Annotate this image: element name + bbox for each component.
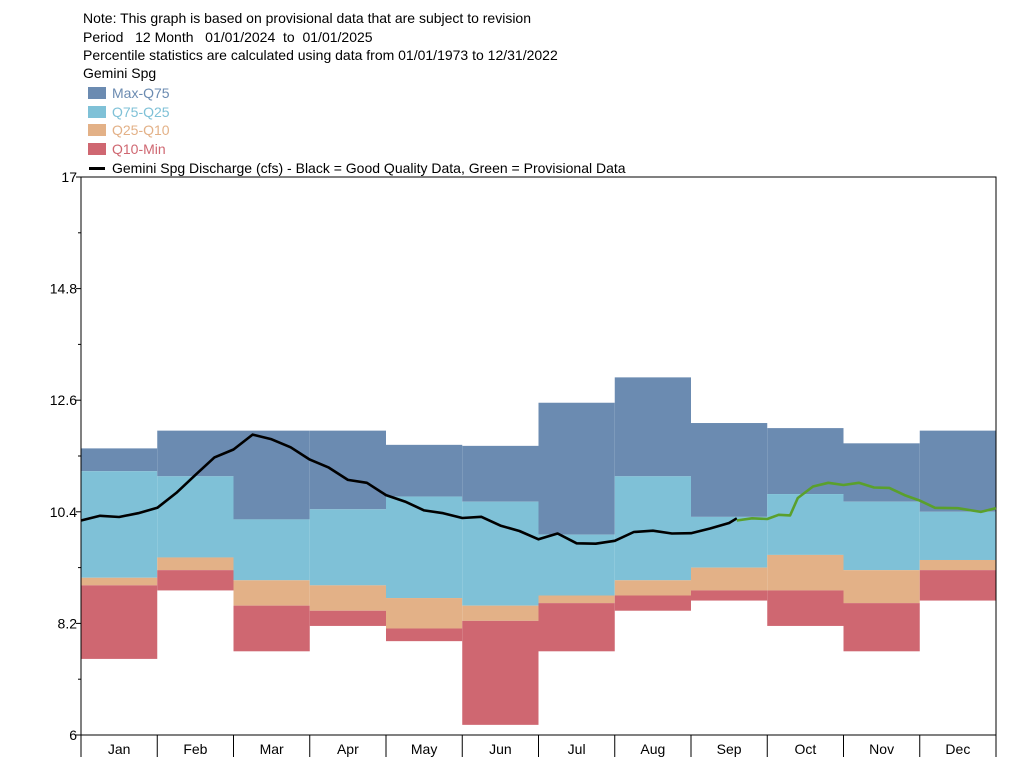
band-q75-q25-sep	[691, 516, 768, 568]
y-tick-label: 14.8	[50, 281, 77, 297]
band-q75-q25-jun	[462, 501, 539, 606]
x-tick-label-oct: Oct	[794, 741, 816, 757]
band-q75-q25-feb	[157, 476, 234, 558]
band-q10-min-nov	[843, 603, 920, 652]
x-tick-label-jan: Jan	[108, 741, 131, 757]
y-tick-label: 8.2	[58, 615, 78, 631]
legend-label: Q75-Q25	[112, 104, 170, 120]
band-max-q75-may	[386, 444, 463, 497]
band-q75-q25-nov	[843, 501, 920, 571]
band-q10-min-sep	[691, 590, 768, 601]
legend-line-swatch	[89, 167, 105, 170]
legend-swatch	[88, 106, 106, 118]
band-q25-q10-aug	[614, 580, 691, 596]
band-q10-min-jun	[462, 620, 539, 725]
legend-swatch	[88, 143, 106, 155]
band-q25-q10-jul	[538, 595, 615, 604]
band-q10-min-aug	[614, 595, 691, 611]
y-tick-label: 6	[69, 727, 77, 743]
y-tick-label: 17	[61, 169, 77, 185]
band-q25-q10-mar	[233, 580, 310, 606]
legend-swatch	[88, 87, 106, 99]
band-q10-min-feb	[157, 570, 234, 591]
x-tick-label-may: May	[411, 741, 437, 757]
band-q75-q25-mar	[233, 519, 310, 581]
band-q75-q25-aug	[614, 476, 691, 581]
band-q25-q10-nov	[843, 570, 920, 604]
y-tick-label: 10.4	[50, 504, 77, 520]
band-max-q75-mar	[233, 430, 310, 520]
band-max-q75-jun	[462, 445, 539, 502]
band-max-q75-nov	[843, 443, 920, 502]
band-q10-min-jul	[538, 603, 615, 652]
band-q25-q10-may	[386, 598, 463, 629]
band-q75-q25-jan	[81, 471, 158, 578]
band-max-q75-dec	[919, 430, 996, 512]
band-max-q75-jan	[81, 448, 158, 472]
y-tick-label: 12.6	[50, 392, 77, 408]
x-tick-label-feb: Feb	[183, 741, 207, 757]
band-max-q75-aug	[614, 377, 691, 477]
band-q25-q10-jan	[81, 577, 158, 586]
note-text: Note: This graph is based on provisional…	[83, 10, 531, 26]
legend-label: Q10-Min	[112, 141, 166, 157]
x-tick-label-sep: Sep	[717, 741, 742, 757]
band-q25-q10-apr	[309, 585, 386, 611]
band-q10-min-dec	[919, 570, 996, 601]
legend-label: Gemini Spg Discharge (cfs) - Black = Goo…	[112, 160, 626, 176]
band-q75-q25-dec	[919, 511, 996, 560]
legend-label: Max-Q75	[112, 85, 170, 101]
percentile-text: Percentile statistics are calculated usi…	[83, 47, 558, 63]
x-tick-label-jul: Jul	[568, 741, 586, 757]
discharge-line-good-quality	[80, 433, 738, 546]
x-tick-label-dec: Dec	[945, 741, 970, 757]
legend-label: Q25-Q10	[112, 122, 170, 138]
period-text: Period 12 Month 01/01/2024 to 01/01/2025	[83, 29, 373, 45]
x-tick-label-nov: Nov	[869, 741, 894, 757]
band-q75-q25-apr	[309, 509, 386, 586]
band-max-q75-sep	[691, 423, 768, 517]
band-q25-q10-feb	[157, 557, 234, 571]
x-tick-label-mar: Mar	[260, 741, 284, 757]
band-q25-q10-jun	[462, 605, 539, 621]
band-q25-q10-dec	[919, 559, 996, 571]
legend-swatch	[88, 124, 106, 136]
band-q10-min-may	[386, 628, 463, 642]
site-name: Gemini Spg	[83, 65, 157, 81]
x-tick-label-apr: Apr	[337, 741, 359, 757]
band-q10-min-mar	[233, 605, 310, 652]
discharge-line-provisional	[736, 481, 997, 522]
band-q75-q25-oct	[767, 494, 844, 555]
band-q10-min-apr	[309, 610, 386, 626]
x-tick-label-aug: Aug	[640, 741, 665, 757]
x-tick-label-jun: Jun	[489, 741, 512, 757]
band-q25-q10-oct	[767, 554, 844, 591]
band-max-q75-jul	[538, 402, 615, 535]
band-q75-q25-jul	[538, 534, 615, 596]
band-q10-min-oct	[767, 590, 844, 626]
band-max-q75-apr	[309, 430, 386, 510]
band-q10-min-jan	[81, 585, 158, 659]
band-q25-q10-sep	[691, 567, 768, 591]
band-q75-q25-may	[386, 496, 463, 599]
